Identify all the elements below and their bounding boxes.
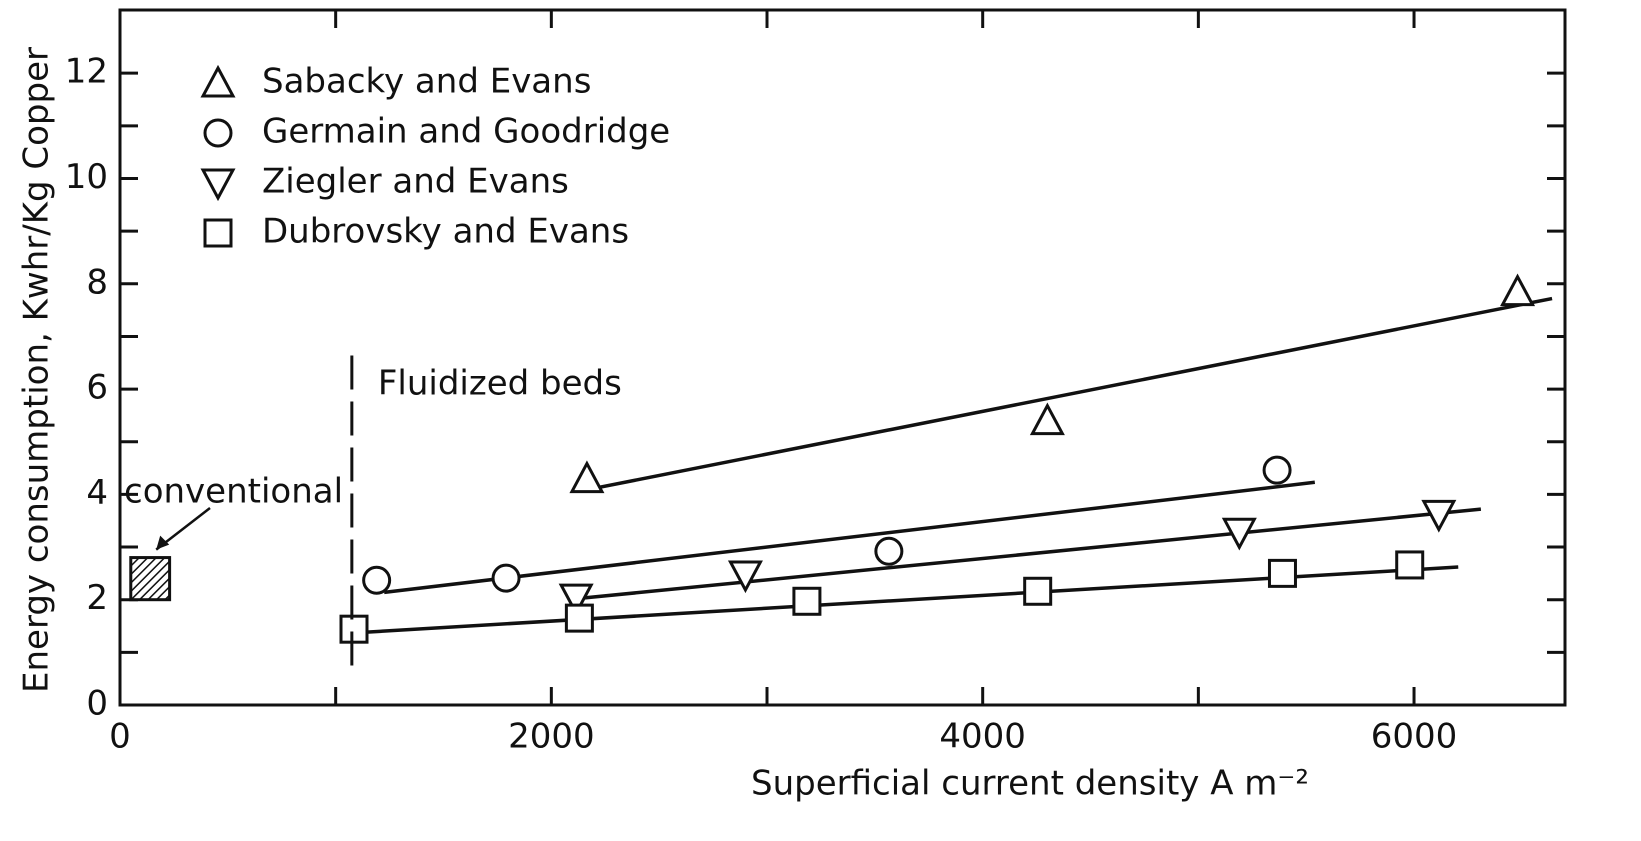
x-tick-label: 6000 <box>1371 717 1458 757</box>
data-point <box>727 560 763 594</box>
data-point <box>1262 455 1292 485</box>
legend-marker <box>200 168 236 202</box>
y-tick-label: 10 <box>65 157 108 197</box>
data-point <box>339 614 369 644</box>
x-tick-label: 0 <box>109 717 131 757</box>
y-tick-label: 2 <box>86 578 108 618</box>
data-point <box>1267 558 1297 588</box>
legend-label: Sabacky and Evans <box>262 62 591 102</box>
legend-label: Ziegler and Evans <box>262 162 569 202</box>
y-tick-label: 12 <box>65 52 108 92</box>
y-tick-label: 6 <box>86 368 108 408</box>
plot-frame <box>118 8 1567 707</box>
annotation-label: conventional <box>124 472 343 512</box>
data-point <box>558 583 594 617</box>
legend-marker <box>203 118 233 148</box>
legend-marker <box>200 64 236 98</box>
x-tick-label: 4000 <box>939 717 1026 757</box>
fit-line <box>383 480 1316 595</box>
data-point <box>491 563 521 593</box>
fit-line <box>571 507 1482 601</box>
data-point <box>1023 576 1053 606</box>
data-point <box>362 565 392 595</box>
data-point <box>1029 402 1065 436</box>
data-point <box>1500 273 1536 307</box>
y-tick-label: 8 <box>86 262 108 302</box>
y-axis-label: Energy consumption, Kwhr/Kg Copper <box>17 47 57 693</box>
conventional-box <box>129 556 172 602</box>
data-point <box>564 603 594 633</box>
legend-label: Dubrovsky and Evans <box>262 212 629 252</box>
data-point <box>1395 550 1425 580</box>
arrow-head <box>156 535 170 550</box>
y-tick-label: 0 <box>86 684 108 724</box>
x-tick-label: 2000 <box>508 717 595 757</box>
legend-marker <box>203 218 233 248</box>
x-axis-label: Superficial current density A m⁻² <box>751 764 1309 804</box>
data-point <box>1221 517 1257 551</box>
y-tick-label: 4 <box>86 473 108 513</box>
annotation-label: Fluidized beds <box>378 364 622 404</box>
data-point <box>874 536 904 566</box>
legend-label: Germain and Goodridge <box>262 112 670 152</box>
fit-line <box>584 296 1553 492</box>
data-point <box>792 586 822 616</box>
data-point <box>569 460 605 494</box>
data-point <box>1421 499 1457 533</box>
